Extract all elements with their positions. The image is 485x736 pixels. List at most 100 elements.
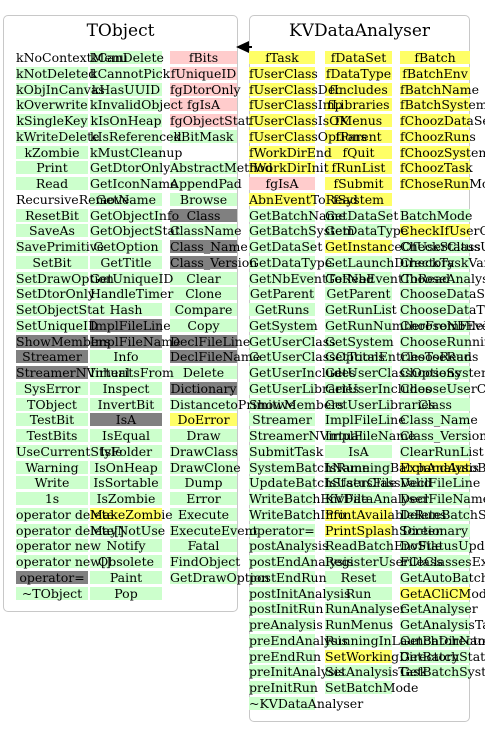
kvdataanalyser-member-cell: IsRunningBatchAnalysis: [325, 461, 479, 474]
tobject-member-cell: DeclFileName: [170, 350, 260, 363]
member-name: GetRuns: [254, 302, 310, 317]
member-name: Reset: [340, 570, 377, 585]
kvdataanalyser-member-cell: SetWorkingDirectory: [325, 650, 459, 663]
member-name: FindObject: [170, 554, 241, 569]
kvdataanalyser-member-cell: ChooseDataType: [400, 303, 485, 316]
kvdataanalyser-member-cell: RunningInLaunchDirectory: [325, 634, 485, 647]
member-name: fgDtorOnly: [170, 82, 241, 97]
kvdataanalyser-member-cell: [400, 193, 470, 206]
member-name: IsA: [115, 412, 137, 427]
member-name: GetUserClassOptions: [249, 349, 385, 364]
tobject-member-cell: ExecuteEvent: [170, 524, 258, 537]
member-name: GetNbEventToRead: [249, 271, 375, 286]
tobject-member-cell: Streamer: [16, 350, 88, 363]
tobject-member-cell: IsFolder: [90, 445, 162, 458]
member-name: Class_Version: [170, 255, 258, 270]
member-name: AbstractMethod: [170, 160, 273, 175]
member-name: GetTotalEntriesToRead: [325, 349, 472, 364]
member-name: ~TObject: [21, 586, 83, 601]
member-name: fWorkDirEnd: [249, 145, 332, 160]
member-name: IsA: [348, 444, 369, 459]
tobject-member-cell: SetBit: [16, 256, 88, 269]
member-name: Read: [35, 176, 69, 191]
kvdataanalyser-member-cell: GetAnalyser: [400, 602, 478, 615]
tobject-member-cell: Class_Version: [170, 256, 257, 269]
member-name: fgObjectStat: [170, 113, 251, 128]
kvdataanalyser-member-cell: ChooseAnalysisTask: [400, 272, 485, 285]
member-name: SetDtorOnly: [16, 286, 95, 301]
member-name: Clone: [185, 286, 222, 301]
kvdataanalyser-member-cell: GetUserLibraries: [325, 398, 435, 411]
kvdataanalyser-member-cell: fUserClassImp: [249, 98, 343, 111]
tobject-member-cell: kHasUUID: [90, 83, 162, 96]
kvdataanalyser-member-cell: ChooseRunningMode: [400, 335, 485, 348]
member-name: GetUniqueID: [90, 271, 174, 286]
kvdataanalyser-member-cell: FileClassesExist: [400, 555, 485, 568]
member-name: SetAnalysisTask: [325, 664, 428, 679]
member-name: TestBits: [26, 428, 78, 443]
member-name: preEndRun: [249, 649, 322, 664]
tobject-member-cell: operator delete[]: [16, 524, 124, 537]
member-name: preAnalysis: [249, 617, 323, 632]
member-name: fWorkDirInit: [249, 160, 329, 175]
tobject-member-cell: AppendPad: [170, 177, 242, 190]
member-name: Class_Name: [400, 412, 478, 427]
tobject-member-cell: fgIsA: [170, 98, 237, 111]
kvdataanalyser-member-cell: GetBatchName: [249, 209, 346, 222]
tobject-member-cell: Paint: [90, 571, 162, 584]
member-name: GetObjectInfo: [90, 208, 180, 223]
member-name: Obsolete: [97, 554, 154, 569]
kvdataanalyser-member-cell: GetDataSet: [325, 209, 398, 222]
kvdataanalyser-member-cell: postEndRun: [249, 571, 327, 584]
member-name: SetDrawOption: [16, 271, 114, 286]
member-name: IsSortable: [93, 475, 159, 490]
member-name: Class: [186, 208, 221, 223]
kvdataanalyser-member-cell: fBatchName: [400, 83, 479, 96]
member-name: GetDataType: [249, 255, 333, 270]
kvdataanalyser-member-cell: PrintSplashScreen: [325, 524, 443, 537]
tobject-member-cell: kNotDeleted: [16, 67, 96, 80]
tobject-member-cell: GetObjectInfo: [90, 209, 179, 222]
member-name: fChoozRuns: [400, 129, 476, 144]
member-name: RecursiveRemove: [16, 192, 130, 207]
member-name: GetBatchSystem: [249, 223, 355, 238]
member-name: kOverwrite: [16, 97, 88, 112]
kvdataanalyser-member-cell: fQuit: [325, 146, 392, 159]
member-name: ChooseDataSet: [400, 286, 485, 301]
tobject-member-cell: UseCurrentStyle: [16, 445, 122, 458]
tobject-member-cell: Execute: [170, 508, 237, 521]
tobject-member-cell: kSingleKey: [16, 114, 88, 127]
member-name: GetTitle: [100, 255, 152, 270]
kvdataanalyser-member-cell: BatchMode: [400, 209, 472, 222]
member-name: 1s: [44, 491, 60, 506]
tobject-member-cell: Clone: [170, 287, 237, 300]
tobject-member-cell: Class: [170, 209, 237, 222]
member-name: RegisterUserClass: [325, 554, 443, 569]
member-name: ShowMembers: [16, 334, 111, 349]
kvdataanalyser-member-cell: fRunList: [325, 161, 392, 174]
kvdataanalyser-member-cell: GetAutoBatchName: [400, 571, 485, 584]
kvdataanalyser-member-cell: AbnEventToRead: [249, 193, 358, 206]
member-name: fIncludes: [329, 82, 388, 97]
member-name: DeclFileLine: [400, 475, 481, 490]
member-name: GetObjectStat: [90, 223, 181, 238]
tobject-member-cell: Notify: [90, 539, 162, 552]
tobject-member-cell: ~TObject: [16, 587, 88, 600]
kvdataanalyser-member-cell: GetDataType: [325, 224, 408, 237]
member-name: Pop: [114, 586, 138, 601]
member-name: kObjInCanvas: [16, 82, 105, 97]
kvdataanalyser-member-cell: fBatch: [400, 51, 470, 64]
tobject-member-cell: Draw: [170, 429, 237, 442]
kvdataanalyser-member-cell: preAnalysis: [249, 618, 323, 631]
member-name: IsZombie: [96, 491, 156, 506]
tobject-member-cell: ImplFileLine: [90, 319, 171, 332]
member-name: DeleteBatchStatusFile: [400, 507, 485, 522]
kvdataanalyser-member-cell: PrintAvailableRuns: [325, 508, 446, 521]
member-name: DrawClass: [170, 444, 238, 459]
kvdataanalyser-member-cell: RunMenus: [325, 618, 393, 631]
tobject-member-cell: DrawClone: [170, 461, 241, 474]
kvdataanalyser-member-cell: GetRunNumberFromFileName: [325, 319, 485, 332]
member-name: ClearRunList: [400, 444, 484, 459]
tobject-member-cell: MakeZombie: [90, 508, 173, 521]
member-name: GetDrawOption: [170, 570, 270, 585]
